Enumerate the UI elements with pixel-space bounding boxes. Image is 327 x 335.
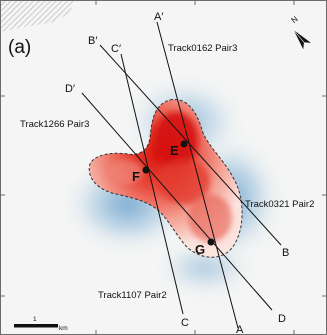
line-label-C: C [181, 317, 189, 329]
line-label-B-prime: B′ [88, 35, 97, 47]
track-label-0162: Track0162 Pair3 [168, 43, 237, 54]
point-E-label: E [170, 143, 179, 158]
profile-line-C [120, 53, 184, 315]
point-F-marker [142, 166, 150, 174]
scale-unit-label: km [59, 325, 68, 332]
profile-line-A [156, 21, 239, 329]
line-label-A: A [236, 324, 244, 335]
track-label-0321: Track0321 Pair2 [245, 199, 314, 210]
north-label: N [289, 14, 299, 25]
line-label-B: B [282, 247, 289, 259]
line-label-C-prime: C′ [111, 43, 121, 55]
track-label-1107: Track1107 Pair2 [98, 290, 167, 301]
scale-bar [14, 324, 58, 328]
track-label-1266: Track1266 Pair3 [20, 119, 89, 130]
point-G-label: G [195, 242, 205, 257]
north-arrow-icon [293, 29, 311, 50]
line-label-D-prime: D′ [65, 83, 75, 95]
panel-label: (a) [8, 37, 31, 58]
deformation-outline [88, 99, 243, 258]
line-label-A-prime: A′ [154, 11, 163, 23]
point-F-label: F [132, 169, 140, 184]
scale-tick-label: 1 [33, 316, 37, 323]
point-G-marker [207, 238, 215, 246]
uplift-core [107, 112, 232, 242]
line-label-D: D [278, 313, 286, 325]
profile-line-B [99, 44, 282, 246]
no-data-hatch [0, 0, 75, 32]
profile-line-D [81, 92, 273, 311]
point-E-marker [180, 140, 188, 148]
